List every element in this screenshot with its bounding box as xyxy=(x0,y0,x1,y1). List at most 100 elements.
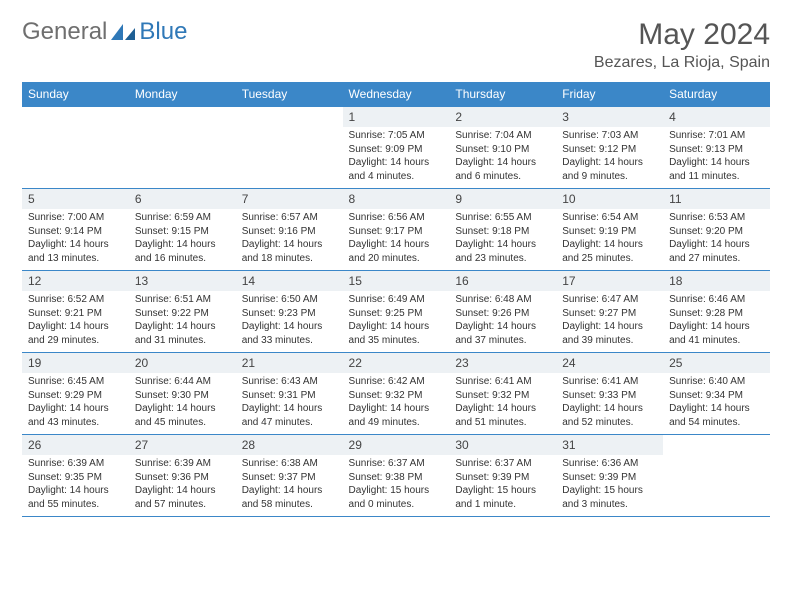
day-detail: Sunrise: 6:56 AMSunset: 9:17 PMDaylight:… xyxy=(343,209,450,269)
day-cell xyxy=(236,107,343,189)
logo-text-general: General xyxy=(22,18,107,46)
day-cell: 13Sunrise: 6:51 AMSunset: 9:22 PMDayligh… xyxy=(129,271,236,353)
day-cell: 1Sunrise: 7:05 AMSunset: 9:09 PMDaylight… xyxy=(343,107,450,189)
header: General Blue May 2024 Bezares, La Rioja,… xyxy=(22,18,770,72)
day-cell: 26Sunrise: 6:39 AMSunset: 9:35 PMDayligh… xyxy=(22,435,129,517)
day-number: 21 xyxy=(236,353,343,373)
day-cell: 12Sunrise: 6:52 AMSunset: 9:21 PMDayligh… xyxy=(22,271,129,353)
day-number: 1 xyxy=(343,107,450,127)
day-cell: 16Sunrise: 6:48 AMSunset: 9:26 PMDayligh… xyxy=(449,271,556,353)
day-detail: Sunrise: 6:43 AMSunset: 9:31 PMDaylight:… xyxy=(236,373,343,433)
day-header: Tuesday xyxy=(236,82,343,107)
day-header: Wednesday xyxy=(343,82,450,107)
day-number: 5 xyxy=(22,189,129,209)
day-cell: 14Sunrise: 6:50 AMSunset: 9:23 PMDayligh… xyxy=(236,271,343,353)
day-detail: Sunrise: 6:38 AMSunset: 9:37 PMDaylight:… xyxy=(236,455,343,515)
day-cell: 22Sunrise: 6:42 AMSunset: 9:32 PMDayligh… xyxy=(343,353,450,435)
week-row: 1Sunrise: 7:05 AMSunset: 9:09 PMDaylight… xyxy=(22,107,770,189)
day-number-row: 13 xyxy=(129,271,236,291)
day-number-row: 21 xyxy=(236,353,343,373)
day-header: Saturday xyxy=(663,82,770,107)
day-cell: 3Sunrise: 7:03 AMSunset: 9:12 PMDaylight… xyxy=(556,107,663,189)
day-cell: 2Sunrise: 7:04 AMSunset: 9:10 PMDaylight… xyxy=(449,107,556,189)
day-number-row: 6 xyxy=(129,189,236,209)
day-number-row: 5 xyxy=(22,189,129,209)
day-cell: 8Sunrise: 6:56 AMSunset: 9:17 PMDaylight… xyxy=(343,189,450,271)
day-number-row: 8 xyxy=(343,189,450,209)
day-number-row: 4 xyxy=(663,107,770,127)
week-row: 19Sunrise: 6:45 AMSunset: 9:29 PMDayligh… xyxy=(22,353,770,435)
day-cell: 9Sunrise: 6:55 AMSunset: 9:18 PMDaylight… xyxy=(449,189,556,271)
day-detail: Sunrise: 6:39 AMSunset: 9:35 PMDaylight:… xyxy=(22,455,129,515)
day-cell: 29Sunrise: 6:37 AMSunset: 9:38 PMDayligh… xyxy=(343,435,450,517)
day-cell: 31Sunrise: 6:36 AMSunset: 9:39 PMDayligh… xyxy=(556,435,663,517)
day-detail: Sunrise: 6:49 AMSunset: 9:25 PMDaylight:… xyxy=(343,291,450,351)
day-number: 6 xyxy=(129,189,236,209)
day-number: 9 xyxy=(449,189,556,209)
day-number-row: 2 xyxy=(449,107,556,127)
day-number-row: 18 xyxy=(663,271,770,291)
day-detail: Sunrise: 6:41 AMSunset: 9:32 PMDaylight:… xyxy=(449,373,556,433)
day-detail: Sunrise: 6:52 AMSunset: 9:21 PMDaylight:… xyxy=(22,291,129,351)
day-number-row: 14 xyxy=(236,271,343,291)
day-number: 17 xyxy=(556,271,663,291)
day-detail: Sunrise: 6:37 AMSunset: 9:39 PMDaylight:… xyxy=(449,455,556,515)
day-number: 30 xyxy=(449,435,556,455)
day-cell: 25Sunrise: 6:40 AMSunset: 9:34 PMDayligh… xyxy=(663,353,770,435)
location: Bezares, La Rioja, Spain xyxy=(594,54,770,72)
day-number: 28 xyxy=(236,435,343,455)
day-cell: 23Sunrise: 6:41 AMSunset: 9:32 PMDayligh… xyxy=(449,353,556,435)
day-cell: 4Sunrise: 7:01 AMSunset: 9:13 PMDaylight… xyxy=(663,107,770,189)
day-detail: Sunrise: 6:50 AMSunset: 9:23 PMDaylight:… xyxy=(236,291,343,351)
day-number-row: 15 xyxy=(343,271,450,291)
title-block: May 2024 Bezares, La Rioja, Spain xyxy=(594,18,770,72)
day-number-row: 27 xyxy=(129,435,236,455)
day-number: 3 xyxy=(556,107,663,127)
day-number: 26 xyxy=(22,435,129,455)
day-number-row: 16 xyxy=(449,271,556,291)
day-detail: Sunrise: 6:36 AMSunset: 9:39 PMDaylight:… xyxy=(556,455,663,515)
day-number-row: 30 xyxy=(449,435,556,455)
day-cell: 30Sunrise: 6:37 AMSunset: 9:39 PMDayligh… xyxy=(449,435,556,517)
day-number-row: 22 xyxy=(343,353,450,373)
day-number-row: 23 xyxy=(449,353,556,373)
day-number: 22 xyxy=(343,353,450,373)
day-cell: 15Sunrise: 6:49 AMSunset: 9:25 PMDayligh… xyxy=(343,271,450,353)
day-number-row: 25 xyxy=(663,353,770,373)
day-number-row: 10 xyxy=(556,189,663,209)
day-number: 12 xyxy=(22,271,129,291)
day-number: 27 xyxy=(129,435,236,455)
day-cell: 20Sunrise: 6:44 AMSunset: 9:30 PMDayligh… xyxy=(129,353,236,435)
day-header: Monday xyxy=(129,82,236,107)
day-number: 4 xyxy=(663,107,770,127)
day-header: Thursday xyxy=(449,82,556,107)
day-detail: Sunrise: 6:59 AMSunset: 9:15 PMDaylight:… xyxy=(129,209,236,269)
day-detail: Sunrise: 6:42 AMSunset: 9:32 PMDaylight:… xyxy=(343,373,450,433)
day-number-row: 29 xyxy=(343,435,450,455)
day-number-row: 28 xyxy=(236,435,343,455)
day-number-row: 9 xyxy=(449,189,556,209)
logo-text-blue: Blue xyxy=(139,18,187,46)
day-detail: Sunrise: 6:51 AMSunset: 9:22 PMDaylight:… xyxy=(129,291,236,351)
calendar-table: SundayMondayTuesdayWednesdayThursdayFrid… xyxy=(22,82,770,517)
day-detail: Sunrise: 6:47 AMSunset: 9:27 PMDaylight:… xyxy=(556,291,663,351)
day-number: 7 xyxy=(236,189,343,209)
day-number-row: 24 xyxy=(556,353,663,373)
day-header-row: SundayMondayTuesdayWednesdayThursdayFrid… xyxy=(22,82,770,107)
day-number-row: 1 xyxy=(343,107,450,127)
day-number: 25 xyxy=(663,353,770,373)
day-detail: Sunrise: 6:40 AMSunset: 9:34 PMDaylight:… xyxy=(663,373,770,433)
day-number-row: 3 xyxy=(556,107,663,127)
day-number: 15 xyxy=(343,271,450,291)
day-number: 13 xyxy=(129,271,236,291)
month-title: May 2024 xyxy=(594,18,770,52)
day-number: 18 xyxy=(663,271,770,291)
day-number: 16 xyxy=(449,271,556,291)
logo: General Blue xyxy=(22,18,187,46)
day-number-row: 11 xyxy=(663,189,770,209)
day-detail: Sunrise: 7:05 AMSunset: 9:09 PMDaylight:… xyxy=(343,127,450,187)
day-cell: 28Sunrise: 6:38 AMSunset: 9:37 PMDayligh… xyxy=(236,435,343,517)
day-detail: Sunrise: 6:46 AMSunset: 9:28 PMDaylight:… xyxy=(663,291,770,351)
day-cell: 10Sunrise: 6:54 AMSunset: 9:19 PMDayligh… xyxy=(556,189,663,271)
day-number: 23 xyxy=(449,353,556,373)
